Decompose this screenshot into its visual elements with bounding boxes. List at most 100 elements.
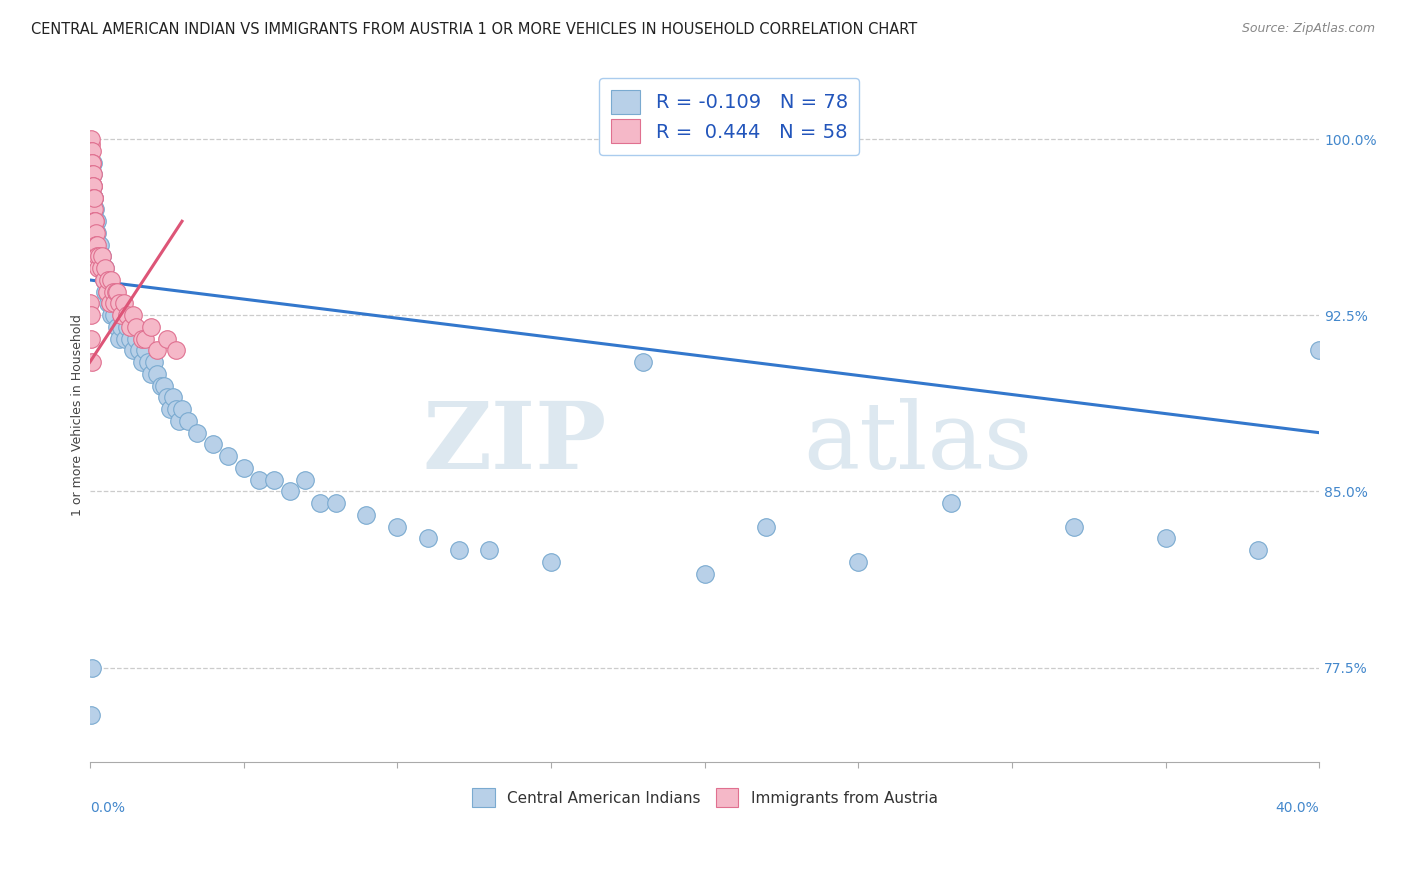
- Point: [80, 308, 103, 322]
- Point: [80, 332, 103, 346]
- Point: [96, 285, 118, 299]
- Point: [156, 332, 179, 346]
- Point: [82, 167, 104, 181]
- Point: [84, 202, 107, 217]
- Point: [939, 496, 962, 510]
- Point: [80, 155, 103, 169]
- Point: [134, 332, 156, 346]
- Point: [83, 191, 105, 205]
- Point: [80, 136, 103, 151]
- Point: [143, 355, 166, 369]
- Point: [131, 332, 153, 346]
- Point: [83, 214, 105, 228]
- Point: [325, 496, 347, 510]
- Point: [79, 144, 101, 158]
- Point: [90, 250, 112, 264]
- Point: [97, 273, 120, 287]
- Point: [87, 250, 110, 264]
- Point: [104, 285, 127, 299]
- Point: [94, 261, 117, 276]
- Point: [141, 367, 163, 381]
- Point: [80, 155, 103, 169]
- Point: [128, 343, 150, 358]
- Point: [165, 402, 187, 417]
- Point: [83, 191, 105, 205]
- Point: [112, 308, 135, 322]
- Point: [447, 543, 470, 558]
- Point: [93, 273, 115, 287]
- Point: [83, 202, 105, 217]
- Point: [97, 296, 120, 310]
- Point: [103, 308, 125, 322]
- Point: [108, 332, 131, 346]
- Point: [80, 144, 103, 158]
- Point: [118, 320, 141, 334]
- Point: [96, 285, 118, 299]
- Point: [121, 308, 143, 322]
- Point: [107, 285, 129, 299]
- Point: [82, 155, 104, 169]
- Point: [159, 402, 181, 417]
- Point: [107, 320, 129, 334]
- Point: [80, 144, 103, 158]
- Point: [80, 355, 103, 369]
- Point: [98, 296, 121, 310]
- Point: [86, 237, 108, 252]
- Point: [90, 261, 112, 276]
- Point: [108, 296, 131, 310]
- Point: [1308, 343, 1330, 358]
- Point: [82, 167, 104, 181]
- Point: [1154, 532, 1177, 546]
- Point: [82, 191, 104, 205]
- Point: [101, 296, 124, 310]
- Point: [112, 296, 135, 310]
- Point: [631, 355, 654, 369]
- Point: [136, 355, 159, 369]
- Point: [167, 414, 190, 428]
- Point: [86, 226, 108, 240]
- Text: Source: ZipAtlas.com: Source: ZipAtlas.com: [1241, 22, 1375, 36]
- Point: [416, 532, 439, 546]
- Text: 0.0%: 0.0%: [90, 800, 125, 814]
- Point: [177, 414, 200, 428]
- Point: [91, 250, 114, 264]
- Point: [114, 332, 136, 346]
- Point: [84, 214, 107, 228]
- Point: [80, 661, 103, 675]
- Point: [84, 226, 107, 240]
- Point: [98, 296, 121, 310]
- Point: [115, 308, 138, 322]
- Point: [478, 543, 501, 558]
- Point: [82, 179, 104, 194]
- Point: [91, 250, 114, 264]
- Point: [294, 473, 316, 487]
- Point: [94, 261, 117, 276]
- Point: [125, 320, 148, 334]
- Point: [146, 343, 169, 358]
- Point: [125, 332, 148, 346]
- Point: [84, 214, 107, 228]
- Point: [540, 555, 562, 569]
- Point: [162, 391, 184, 405]
- Point: [152, 378, 174, 392]
- Text: 40.0%: 40.0%: [1275, 800, 1319, 814]
- Point: [186, 425, 208, 440]
- Point: [118, 332, 141, 346]
- Point: [91, 261, 114, 276]
- Point: [247, 473, 270, 487]
- Point: [110, 320, 132, 334]
- Point: [309, 496, 332, 510]
- Point: [115, 320, 138, 334]
- Point: [278, 484, 301, 499]
- Point: [170, 402, 193, 417]
- Point: [84, 237, 107, 252]
- Point: [232, 461, 254, 475]
- Point: [89, 237, 111, 252]
- Legend: Central American Indians, Immigrants from Austria: Central American Indians, Immigrants fro…: [465, 782, 943, 813]
- Point: [134, 343, 156, 358]
- Point: [110, 308, 132, 322]
- Point: [131, 355, 153, 369]
- Y-axis label: 1 or more Vehicles in Household: 1 or more Vehicles in Household: [72, 314, 84, 516]
- Point: [80, 167, 103, 181]
- Point: [90, 261, 112, 276]
